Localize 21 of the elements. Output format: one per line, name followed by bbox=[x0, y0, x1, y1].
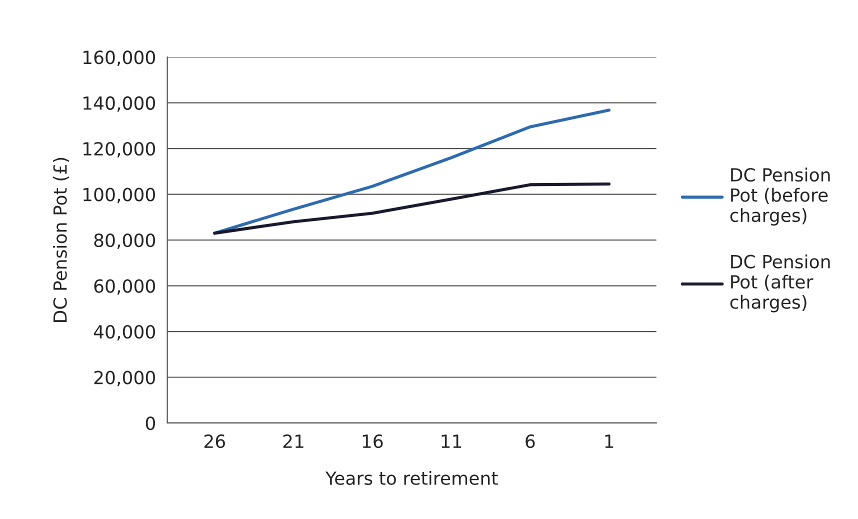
y-axis-title: DC Pension Pot (£) bbox=[52, 158, 70, 322]
y-tick-label: 100,000 bbox=[84, 188, 155, 204]
y-tick-label: 140,000 bbox=[84, 96, 155, 112]
x-tick-label: 26 bbox=[204, 434, 225, 448]
y-tick-label: 80,000 bbox=[94, 233, 155, 249]
y-tick-label: 60,000 bbox=[94, 279, 155, 295]
x-tick-label: 21 bbox=[283, 434, 304, 448]
x-tick-label: 6 bbox=[526, 434, 535, 448]
y-tick-label: 160,000 bbox=[84, 50, 155, 66]
line-series bbox=[213, 182, 611, 235]
y-tick-label: 0 bbox=[146, 416, 155, 430]
legend-label: DC Pension Pot (before charges) bbox=[730, 168, 830, 226]
y-tick-label: 20,000 bbox=[94, 370, 155, 386]
x-tick-label: 11 bbox=[442, 434, 462, 448]
legend-label: DC Pension Pot (after charges) bbox=[730, 254, 830, 312]
x-tick-label: 16 bbox=[362, 434, 383, 448]
y-tick-label: 40,000 bbox=[94, 324, 155, 340]
line-series bbox=[213, 108, 611, 235]
y-tick-label: 120,000 bbox=[84, 142, 155, 158]
x-axis-title: Years to retirement bbox=[325, 471, 498, 485]
x-tick-label: 1 bbox=[605, 434, 614, 448]
